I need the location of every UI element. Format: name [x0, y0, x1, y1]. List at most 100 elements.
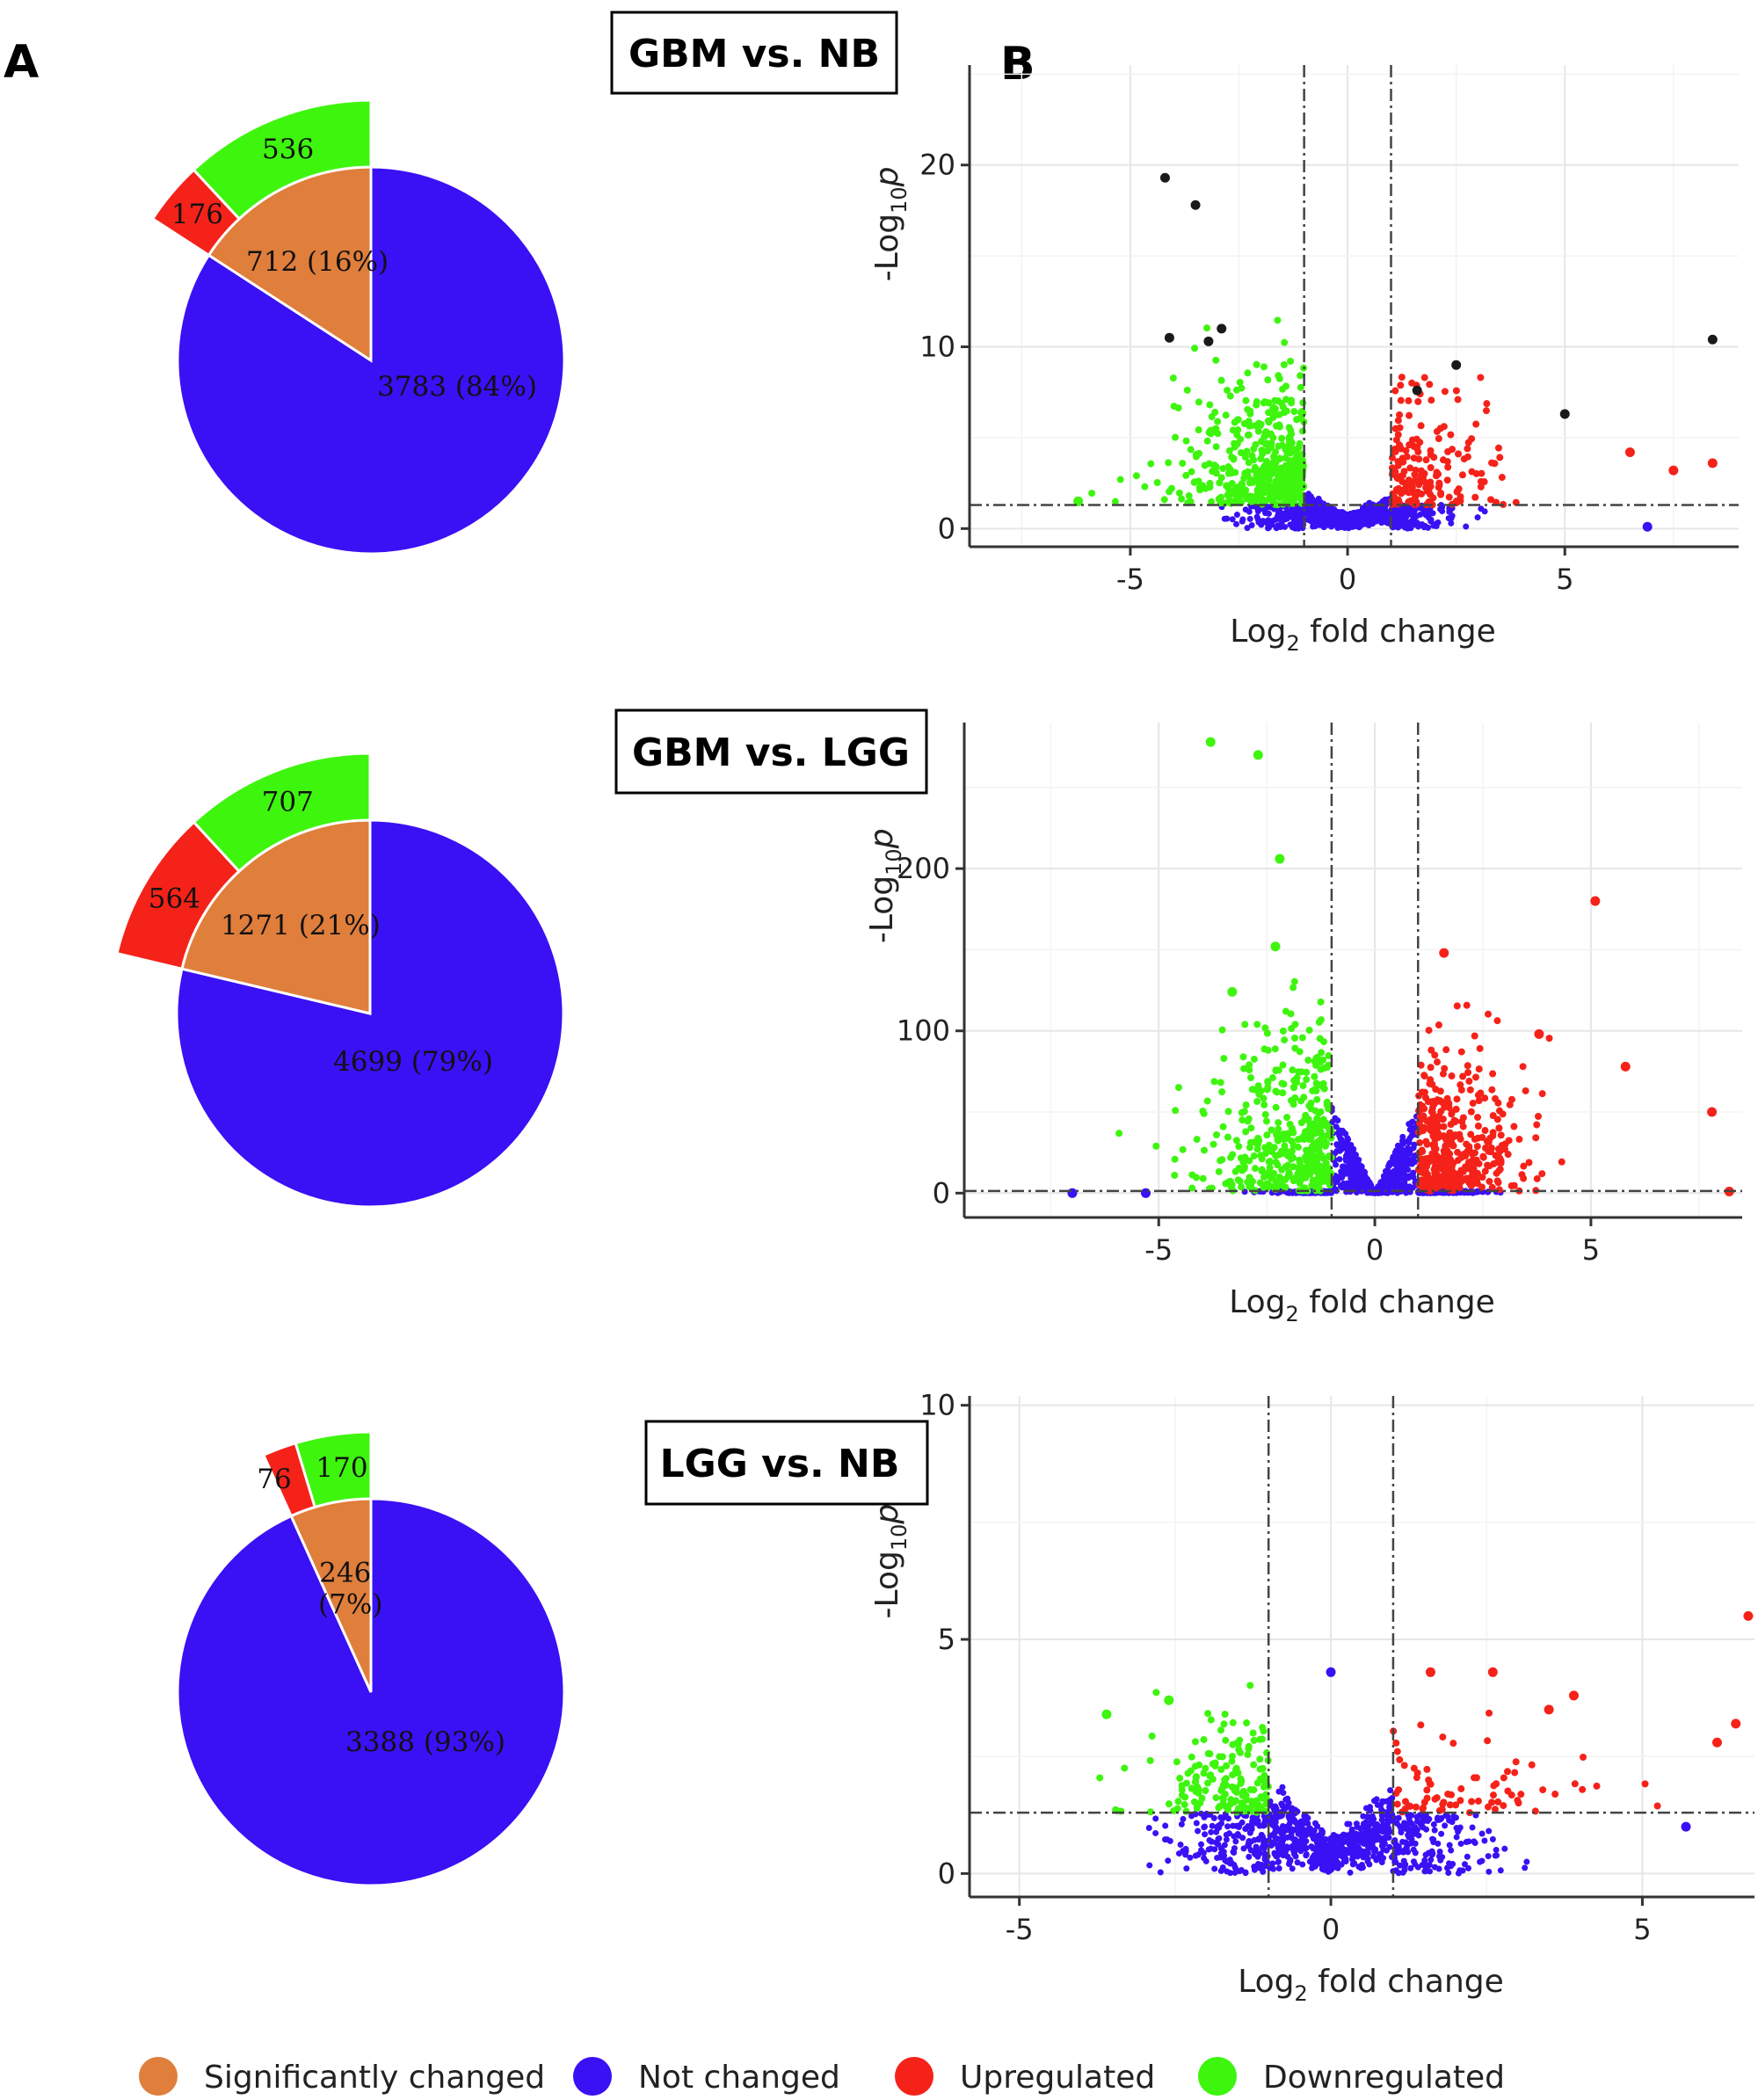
data-point	[1271, 396, 1279, 404]
y-axis-title: -Log10p	[864, 828, 906, 943]
data-point	[1405, 498, 1413, 506]
data-point	[1309, 1864, 1316, 1871]
data-point	[1172, 1107, 1180, 1115]
data-point	[1436, 1848, 1443, 1855]
data-point	[1359, 512, 1366, 519]
data-point	[1209, 1822, 1216, 1829]
data-point	[1365, 505, 1372, 512]
data-point	[1260, 1771, 1268, 1779]
data-point	[1217, 1787, 1225, 1795]
data-point	[1231, 498, 1239, 505]
data-point	[1361, 1169, 1368, 1176]
data-point	[1394, 431, 1402, 439]
data-point	[1431, 1827, 1438, 1834]
data-point	[1477, 483, 1485, 490]
data-point	[1182, 1807, 1190, 1815]
legend-marker	[573, 2057, 612, 2096]
data-point	[1427, 1098, 1435, 1106]
data-point	[1222, 1775, 1230, 1783]
data-point	[1238, 1183, 1246, 1191]
data-point	[1258, 1862, 1265, 1869]
legend-marker	[895, 2057, 933, 2096]
x-axis-title: Log2 fold change	[1230, 614, 1496, 656]
data-point	[1439, 508, 1446, 515]
data-point	[1445, 493, 1453, 501]
data-point	[1325, 1052, 1333, 1060]
data-point	[1268, 1126, 1275, 1134]
data-point	[1246, 1074, 1254, 1082]
data-point	[1279, 1027, 1287, 1035]
data-point	[1165, 1800, 1173, 1808]
data-point	[1326, 1857, 1333, 1864]
data-point	[1392, 1739, 1400, 1747]
data-point	[1426, 1079, 1434, 1087]
data-point	[1288, 1832, 1295, 1839]
data-point	[1230, 1822, 1237, 1829]
data-point	[1291, 1044, 1299, 1052]
data-point	[1180, 1815, 1187, 1822]
data-point	[1287, 1816, 1294, 1823]
data-point	[1368, 1843, 1375, 1850]
x-tick-label: -5	[1006, 1913, 1034, 1946]
data-point	[1225, 447, 1233, 454]
data-point	[1263, 1029, 1271, 1037]
data-point	[1341, 1838, 1348, 1845]
data-point	[1291, 520, 1298, 527]
data-point	[1299, 399, 1307, 407]
data-point	[1525, 1159, 1533, 1166]
data-point	[1474, 1091, 1482, 1099]
data-point	[1668, 465, 1679, 476]
data-point	[1265, 418, 1273, 426]
data-point	[1489, 1129, 1497, 1137]
data-point	[1420, 1804, 1427, 1812]
data-point	[1271, 1850, 1278, 1857]
data-point	[1176, 1774, 1184, 1782]
data-point	[1422, 1851, 1429, 1858]
data-point	[1214, 1825, 1221, 1832]
data-point	[1461, 1861, 1468, 1868]
data-point	[1336, 1156, 1343, 1163]
data-point	[1182, 471, 1190, 479]
data-point	[1284, 1853, 1291, 1860]
data-point	[1217, 1820, 1224, 1827]
y-tick-label: 100	[897, 1014, 950, 1048]
data-point	[1260, 432, 1268, 440]
points	[1067, 737, 1734, 1198]
data-point	[1224, 1868, 1231, 1875]
data-point	[1344, 1820, 1351, 1828]
data-point	[1481, 1167, 1489, 1175]
pie-label-not-changed: 3388 (93%)	[345, 1726, 505, 1758]
data-point	[1398, 454, 1406, 462]
data-point	[1475, 1159, 1483, 1167]
data-point	[1318, 1049, 1326, 1057]
data-point	[1383, 1178, 1390, 1185]
data-point	[1348, 1144, 1355, 1152]
data-point	[1455, 485, 1463, 493]
data-point	[1444, 463, 1452, 471]
data-point	[1303, 1850, 1310, 1857]
data-point	[1281, 1183, 1289, 1191]
pie-lgg-vs-nb: 246(7%)3388 (93%)76 170	[176, 1430, 566, 1887]
data-point	[1294, 415, 1302, 423]
data-point	[1146, 1756, 1154, 1764]
data-point	[1428, 1155, 1436, 1163]
data-point	[1528, 1761, 1536, 1769]
data-point	[1296, 493, 1304, 501]
data-point	[1329, 517, 1336, 524]
data-point	[1253, 750, 1263, 760]
data-point	[1398, 374, 1406, 381]
data-point	[1437, 489, 1445, 497]
data-point	[1402, 517, 1409, 524]
data-point	[1422, 456, 1430, 464]
data-point	[1395, 1181, 1402, 1188]
data-point	[1280, 360, 1288, 368]
data-point	[1449, 446, 1457, 454]
data-point	[1225, 1815, 1232, 1822]
data-point	[1485, 1010, 1492, 1018]
data-point	[1382, 1189, 1389, 1196]
data-point	[1229, 1719, 1237, 1726]
data-point	[1486, 1828, 1493, 1835]
data-point	[1275, 470, 1282, 478]
data-point	[1264, 447, 1272, 455]
